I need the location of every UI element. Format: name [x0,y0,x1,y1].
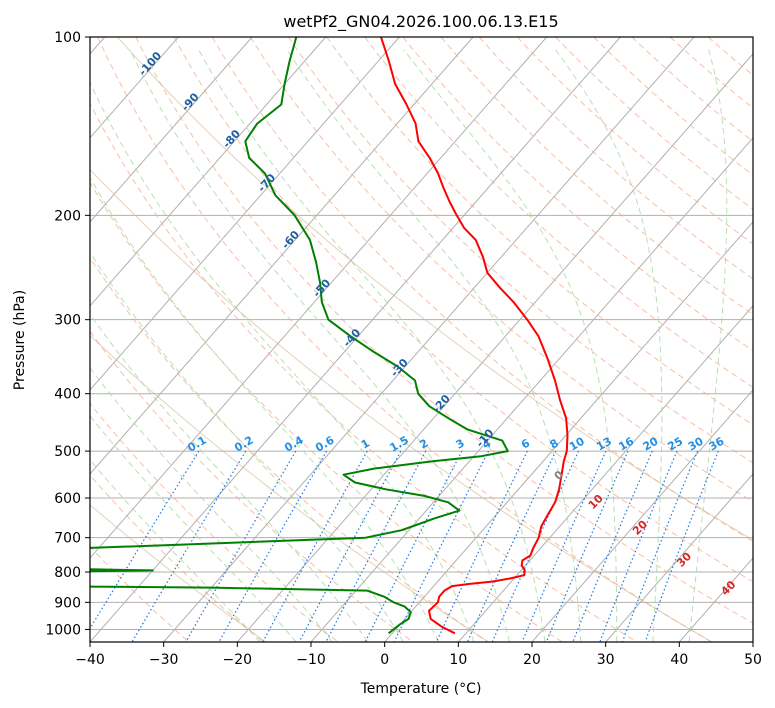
dry-adiabat-line [97,37,712,642]
dry-adiabat-line [478,37,753,280]
temperature-profile-line [380,37,569,635]
mixing-ratio-line [218,450,328,642]
x-tick-label: 0 [380,652,389,668]
background-arc-line [116,37,753,541]
x-tick-label: 30 [597,652,615,668]
isotherm-line [90,37,474,475]
moist-adiabat-line [129,49,510,642]
dry-adiabat-line [326,37,753,426]
y-tick-label: 700 [54,531,81,547]
mixing-ratio-line [298,450,402,642]
dry-adiabat-line [517,37,753,245]
isotherm-line [384,221,753,642]
isotherm-line [605,473,753,642]
y-tick-label: 400 [54,387,81,403]
x-tick-label: −40 [75,652,105,668]
chart-title: wetPf2_GN04.2026.100.06.13.E15 [283,12,558,32]
mixing-ratio-line [521,450,607,642]
dry-adiabat-line [90,257,488,642]
x-tick-label: 40 [670,652,688,668]
y-axis-label: Pressure (hPa) [12,290,28,390]
dry-adiabat-line [631,37,753,143]
isotherm-line [310,137,753,642]
axis-ticks: −40 −30 −20 −10 0 10 20 30 40 50 100 200 300 400 500 60… [45,30,762,668]
moist-adiabat-line [90,415,297,642]
isotherm-line [90,37,400,391]
dry-adiabat-line [249,37,753,503]
y-tick-label: 500 [54,444,81,460]
dry-adiabat-line [211,37,753,542]
x-tick-label: −20 [223,652,253,668]
x-tick-label: 20 [523,652,541,668]
moist-adiabat-line [90,251,404,642]
isotherm-line [457,305,753,642]
profile-lines [90,37,569,635]
background-arc-line [90,504,266,642]
dry-adiabat-line [364,37,753,388]
dry-adiabat-line [90,402,339,642]
dry-adiabat-line [402,37,753,352]
y-tick-label: 300 [54,313,81,329]
mixing-ratio-line [262,450,368,642]
dewpoint-profile-line [90,37,509,635]
dry-adiabat-line [90,102,638,642]
x-tick-label: −10 [296,652,326,668]
moist-adiabat-line [198,49,546,642]
x-tick-label: 10 [449,652,467,668]
moist-adiabat-line [90,81,475,642]
moist-adiabat-line [90,313,369,642]
mixing-ratio-line [185,450,297,642]
dry-adiabat-line [593,37,753,176]
mixing-ratio-line [325,450,427,642]
moist-adiabat-line [688,49,728,642]
isotherm-line [236,53,753,642]
moist-adiabat-line [90,176,439,642]
background-arc-line [90,168,713,642]
background-arc-line [90,334,489,642]
y-tick-label: 100 [54,30,81,46]
moist-adiabat-line [555,49,663,642]
plot-frame [89,36,754,643]
y-tick-label: 800 [54,565,81,581]
y-tick-label: 200 [54,208,81,224]
moist-adiabat-line [90,367,333,642]
mixing-ratio-line [572,450,653,642]
y-tick-label: 1000 [45,622,81,638]
isotherm-line [90,37,548,559]
y-tick-label: 600 [54,491,81,507]
isotherm-line [90,37,253,223]
x-axis-label: Temperature (°C) [360,681,482,697]
mixing-ratio-line [131,450,247,642]
isotherm-line [531,389,753,642]
mixing-ratio-line [545,450,629,642]
dry-adiabat-line [135,37,753,624]
y-tick-label: 900 [54,595,81,611]
x-tick-label: 50 [744,652,762,668]
isotherm-line [90,37,327,307]
mixing-ratio-line [435,450,528,642]
x-tick-label: −30 [149,652,179,668]
